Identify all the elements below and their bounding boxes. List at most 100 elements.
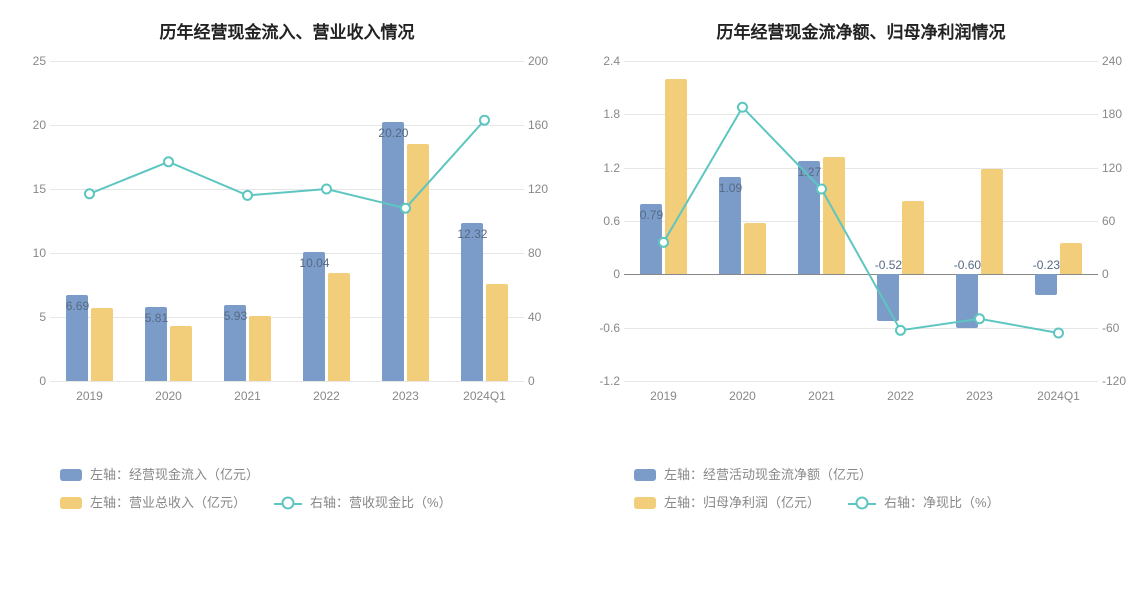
y-right-tick: 160 bbox=[528, 118, 568, 132]
bar bbox=[382, 122, 404, 381]
legend-label: 左轴：经营现金流入（亿元） bbox=[90, 461, 259, 489]
grid-line bbox=[624, 168, 1098, 169]
y-right-tick: -120 bbox=[1102, 374, 1142, 388]
y-left-tick: 25 bbox=[10, 54, 46, 68]
bar-value-label: 6.69 bbox=[66, 299, 89, 313]
right-chart: -1.2-0.600.61.21.82.4-120-60060120180240… bbox=[574, 61, 1148, 411]
right-panel: 历年经营现金流净额、归母净利润情况 -1.2-0.600.61.21.82.4-… bbox=[574, 0, 1148, 589]
x-tick-label: 2021 bbox=[808, 389, 835, 403]
bar bbox=[956, 274, 978, 327]
bar-swatch-icon bbox=[60, 497, 82, 509]
legend-item: 右轴：净现比（%） bbox=[848, 489, 1000, 517]
x-tick-label: 2024Q1 bbox=[1037, 389, 1080, 403]
legend-item: 左轴：营业总收入（亿元） bbox=[60, 489, 246, 517]
y-right-tick: 180 bbox=[1102, 107, 1142, 121]
bar-swatch-icon bbox=[60, 469, 82, 481]
y-right-tick: 120 bbox=[1102, 161, 1142, 175]
bar-value-label: 1.09 bbox=[719, 181, 742, 195]
y-right-tick: 40 bbox=[528, 310, 568, 324]
y-left-tick: -0.6 bbox=[584, 321, 620, 335]
bar bbox=[303, 252, 325, 381]
legend-label: 左轴：归母净利润（亿元） bbox=[664, 489, 820, 517]
bar-value-label: -0.23 bbox=[1033, 258, 1060, 272]
line-marker-icon bbox=[164, 157, 173, 166]
y-right-tick: 0 bbox=[528, 374, 568, 388]
bar-value-label: 5.93 bbox=[224, 309, 247, 323]
bar-value-label: 12.32 bbox=[457, 227, 487, 241]
legend-label: 左轴：营业总收入（亿元） bbox=[90, 489, 246, 517]
x-tick-label: 2020 bbox=[155, 389, 182, 403]
y-left-tick: 2.4 bbox=[584, 54, 620, 68]
bar-swatch-icon bbox=[634, 469, 656, 481]
legend-label: 左轴：经营活动现金流净额（亿元） bbox=[664, 461, 872, 489]
legend-item: 左轴：归母净利润（亿元） bbox=[634, 489, 820, 517]
x-tick-label: 2022 bbox=[887, 389, 914, 403]
left-chart-title: 历年经营现金流入、营业收入情况 bbox=[0, 18, 574, 43]
bar-value-label: -0.60 bbox=[954, 258, 981, 272]
line-swatch-icon bbox=[848, 497, 876, 509]
bar-swatch-icon bbox=[634, 497, 656, 509]
zero-line bbox=[624, 274, 1098, 275]
right-legend: 左轴：经营活动现金流净额（亿元） 左轴：归母净利润（亿元） 右轴：净现比（%） bbox=[574, 461, 1148, 517]
charts-container: 历年经营现金流入、营业收入情况 051015202504080120160200… bbox=[0, 0, 1148, 589]
x-tick-label: 2019 bbox=[650, 389, 677, 403]
bar bbox=[665, 79, 687, 275]
grid-line bbox=[624, 114, 1098, 115]
grid-line bbox=[624, 381, 1098, 382]
bar-value-label: 20.20 bbox=[378, 126, 408, 140]
y-right-tick: 60 bbox=[1102, 214, 1142, 228]
y-right-tick: 240 bbox=[1102, 54, 1142, 68]
y-left-tick: 0 bbox=[584, 267, 620, 281]
x-tick-label: 2019 bbox=[76, 389, 103, 403]
bar-value-label: 1.27 bbox=[798, 165, 821, 179]
x-tick-label: 2022 bbox=[313, 389, 340, 403]
left-panel: 历年经营现金流入、营业收入情况 051015202504080120160200… bbox=[0, 0, 574, 589]
legend-label: 右轴：净现比（%） bbox=[884, 489, 1000, 517]
y-right-tick: 120 bbox=[528, 182, 568, 196]
bar bbox=[170, 326, 192, 381]
grid-line bbox=[624, 221, 1098, 222]
legend-label: 右轴：营收现金比（%） bbox=[310, 489, 452, 517]
bar-value-label: 10.04 bbox=[299, 256, 329, 270]
bar bbox=[823, 157, 845, 274]
grid-line bbox=[50, 253, 524, 254]
bar-value-label: 5.81 bbox=[145, 311, 168, 325]
x-tick-label: 2021 bbox=[234, 389, 261, 403]
grid-line bbox=[50, 189, 524, 190]
legend-item: 右轴：营收现金比（%） bbox=[274, 489, 452, 517]
line-marker-icon bbox=[480, 116, 489, 125]
grid-line bbox=[50, 317, 524, 318]
y-left-tick: 15 bbox=[10, 182, 46, 196]
legend-item: 左轴：经营现金流入（亿元） bbox=[60, 461, 259, 489]
y-left-tick: 0 bbox=[10, 374, 46, 388]
bar bbox=[407, 144, 429, 381]
grid-line bbox=[624, 328, 1098, 329]
y-right-tick: -60 bbox=[1102, 321, 1142, 335]
grid-line bbox=[50, 125, 524, 126]
y-left-tick: 1.8 bbox=[584, 107, 620, 121]
grid-line bbox=[50, 381, 524, 382]
y-right-tick: 0 bbox=[1102, 267, 1142, 281]
right-chart-title: 历年经营现金流净额、归母净利润情况 bbox=[574, 18, 1148, 43]
x-tick-label: 2020 bbox=[729, 389, 756, 403]
line-marker-icon bbox=[738, 103, 747, 112]
bar bbox=[486, 284, 508, 381]
grid-line bbox=[50, 61, 524, 62]
bar bbox=[902, 201, 924, 274]
left-plot-area: 0510152025040801201602002019202020212022… bbox=[50, 61, 524, 381]
bar-value-label: 0.79 bbox=[640, 208, 663, 222]
line-swatch-icon bbox=[274, 497, 302, 509]
y-left-tick: 10 bbox=[10, 246, 46, 260]
left-chart: 0510152025040801201602002019202020212022… bbox=[0, 61, 574, 411]
y-left-tick: -1.2 bbox=[584, 374, 620, 388]
x-tick-label: 2023 bbox=[966, 389, 993, 403]
bar bbox=[981, 169, 1003, 275]
left-legend: 左轴：经营现金流入（亿元） 左轴：营业总收入（亿元） 右轴：营收现金比（%） bbox=[0, 461, 574, 517]
bar bbox=[91, 308, 113, 381]
bar bbox=[328, 273, 350, 381]
line-series bbox=[50, 61, 524, 381]
bar bbox=[877, 274, 899, 320]
y-left-tick: 0.6 bbox=[584, 214, 620, 228]
line-marker-icon bbox=[243, 191, 252, 200]
legend-item: 左轴：经营活动现金流净额（亿元） bbox=[634, 461, 872, 489]
